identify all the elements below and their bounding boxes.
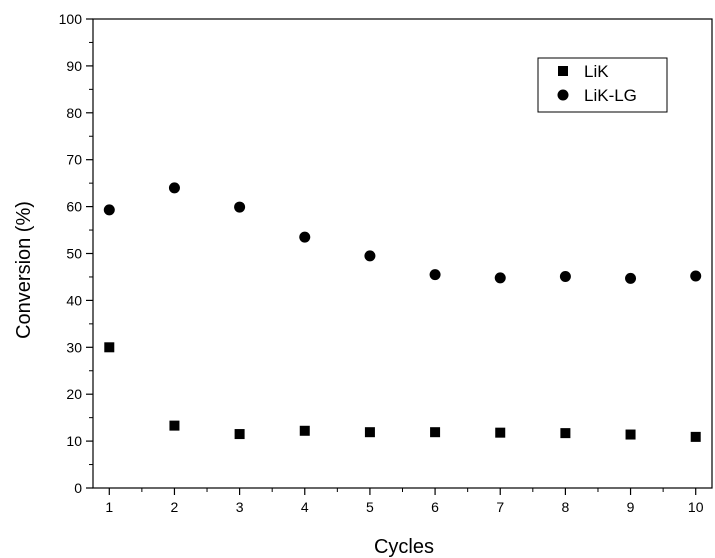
- legend-label-lik: LiK: [584, 62, 609, 81]
- point-lik-lg-10: [690, 270, 702, 282]
- y-tick-label-40: 40: [66, 292, 82, 308]
- y-tick-label-80: 80: [66, 105, 82, 121]
- point-lik-lg-1: [103, 204, 115, 216]
- point-lik-10: [690, 431, 701, 442]
- x-tick-label-7: 7: [496, 499, 504, 515]
- x-tick-label-4: 4: [301, 499, 309, 515]
- data-markers: [103, 182, 702, 442]
- y-tick-label-0: 0: [74, 480, 82, 496]
- point-lik-3: [234, 429, 245, 440]
- y-tick-label-20: 20: [66, 386, 82, 402]
- point-lik-lg-9: [625, 272, 637, 284]
- x-tick-label-5: 5: [366, 499, 374, 515]
- y-tick-label-10: 10: [66, 433, 82, 449]
- legend-box: [537, 57, 668, 113]
- y-tick-label-60: 60: [66, 199, 82, 215]
- y-axis: 0 10 20 30 40 50 60 70 80 90 100: [59, 11, 93, 496]
- y-tick-label-50: 50: [66, 246, 82, 262]
- y-tick-label-90: 90: [66, 58, 82, 74]
- x-tick-label-8: 8: [561, 499, 569, 515]
- y-tick-label-100: 100: [59, 11, 83, 27]
- y-tick-label-70: 70: [66, 152, 82, 168]
- point-lik-lg-8: [559, 270, 571, 282]
- x-tick-label-3: 3: [236, 499, 244, 515]
- point-lik-lg-6: [429, 269, 441, 281]
- x-tick-label-1: 1: [105, 499, 113, 515]
- x-tick-label-2: 2: [171, 499, 179, 515]
- point-lik-8: [560, 428, 571, 439]
- x-tick-label-9: 9: [627, 499, 635, 515]
- x-tick-label-10: 10: [688, 499, 704, 515]
- point-lik-4: [299, 425, 310, 436]
- point-lik-lg-3: [234, 201, 246, 213]
- x-axis-title: Cycles: [374, 536, 434, 558]
- point-lik-lg-5: [364, 250, 376, 262]
- point-lik-lg-7: [494, 272, 506, 284]
- legend: LiK LiK-LG: [537, 57, 668, 113]
- point-lik-1: [104, 342, 115, 353]
- point-lik-6: [430, 427, 441, 438]
- legend-marker-lik: [558, 66, 568, 76]
- point-lik-lg-4: [299, 231, 311, 243]
- point-lik-2: [169, 420, 180, 431]
- y-tick-label-30: 30: [66, 339, 82, 355]
- y-axis-title: Conversion (%): [13, 201, 35, 339]
- legend-marker-lik-lg: [557, 89, 569, 101]
- point-lik-lg-2: [168, 182, 180, 194]
- legend-label-lik-lg: LiK-LG: [584, 86, 637, 105]
- point-lik-7: [495, 427, 506, 438]
- point-lik-5: [364, 427, 375, 438]
- point-lik-9: [625, 429, 636, 440]
- x-axis: 1 2 3 4 5 6 7 8 9 10: [105, 488, 704, 515]
- x-tick-label-6: 6: [431, 499, 439, 515]
